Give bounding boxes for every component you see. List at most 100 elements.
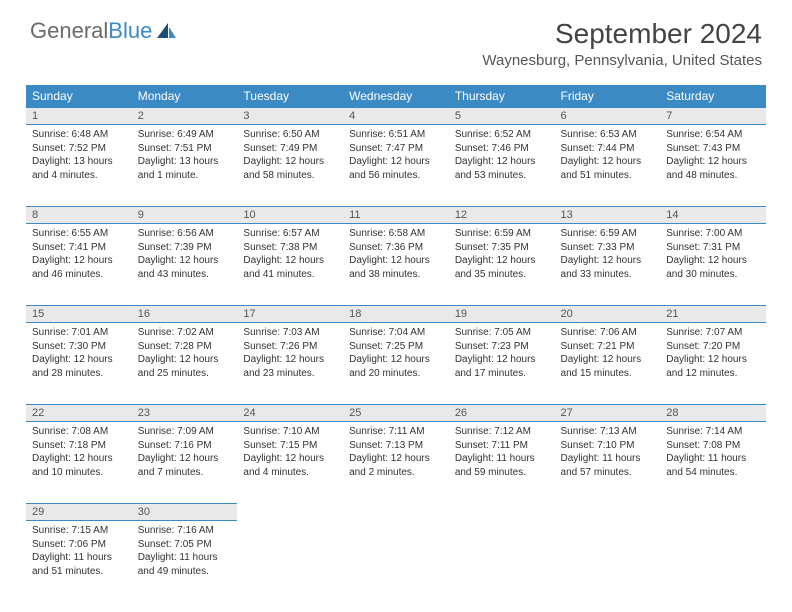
day-number-cell: 27 <box>555 405 661 422</box>
calendar-table: Sunday Monday Tuesday Wednesday Thursday… <box>26 85 766 603</box>
day-daylight: Daylight: 11 hours and 49 minutes. <box>138 551 232 578</box>
day-number-cell <box>237 504 343 521</box>
day-sunrise: Sunrise: 7:02 AM <box>138 326 232 340</box>
day-body-cell <box>237 521 343 603</box>
daynum-row: 1234567 <box>26 108 766 125</box>
day-sunset: Sunset: 7:13 PM <box>349 439 443 453</box>
day-sunrise: Sunrise: 6:59 AM <box>561 227 655 241</box>
day-sunset: Sunset: 7:49 PM <box>243 142 337 156</box>
day-number-cell: 22 <box>26 405 132 422</box>
day-sunset: Sunset: 7:10 PM <box>561 439 655 453</box>
day-body-cell: Sunrise: 7:05 AMSunset: 7:23 PMDaylight:… <box>449 323 555 405</box>
day-number-cell: 24 <box>237 405 343 422</box>
day-sunset: Sunset: 7:38 PM <box>243 241 337 255</box>
day-body-cell: Sunrise: 6:53 AMSunset: 7:44 PMDaylight:… <box>555 125 661 207</box>
day-sunset: Sunset: 7:20 PM <box>666 340 760 354</box>
day-number-cell: 26 <box>449 405 555 422</box>
day-sunset: Sunset: 7:47 PM <box>349 142 443 156</box>
day-sunrise: Sunrise: 7:05 AM <box>455 326 549 340</box>
day-sunset: Sunset: 7:36 PM <box>349 241 443 255</box>
day-number-cell: 7 <box>660 108 766 125</box>
day-daylight: Daylight: 13 hours and 4 minutes. <box>32 155 126 182</box>
day-sunrise: Sunrise: 6:55 AM <box>32 227 126 241</box>
day-daylight: Daylight: 12 hours and 33 minutes. <box>561 254 655 281</box>
day-body-cell: Sunrise: 6:55 AMSunset: 7:41 PMDaylight:… <box>26 224 132 306</box>
day-number-cell: 30 <box>132 504 238 521</box>
week-row: Sunrise: 7:01 AMSunset: 7:30 PMDaylight:… <box>26 323 766 405</box>
day-daylight: Daylight: 12 hours and 53 minutes. <box>455 155 549 182</box>
day-body-cell: Sunrise: 7:04 AMSunset: 7:25 PMDaylight:… <box>343 323 449 405</box>
day-sunrise: Sunrise: 6:52 AM <box>455 128 549 142</box>
day-sunset: Sunset: 7:25 PM <box>349 340 443 354</box>
day-sunrise: Sunrise: 7:09 AM <box>138 425 232 439</box>
day-daylight: Daylight: 12 hours and 20 minutes. <box>349 353 443 380</box>
day-daylight: Daylight: 12 hours and 12 minutes. <box>666 353 760 380</box>
day-daylight: Daylight: 12 hours and 48 minutes. <box>666 155 760 182</box>
day-sunset: Sunset: 7:15 PM <box>243 439 337 453</box>
day-body-cell: Sunrise: 6:52 AMSunset: 7:46 PMDaylight:… <box>449 125 555 207</box>
day-daylight: Daylight: 12 hours and 17 minutes. <box>455 353 549 380</box>
day-sunset: Sunset: 7:41 PM <box>32 241 126 255</box>
day-body-cell: Sunrise: 7:13 AMSunset: 7:10 PMDaylight:… <box>555 422 661 504</box>
day-body-cell: Sunrise: 6:56 AMSunset: 7:39 PMDaylight:… <box>132 224 238 306</box>
day-number-cell: 3 <box>237 108 343 125</box>
day-body-cell: Sunrise: 7:08 AMSunset: 7:18 PMDaylight:… <box>26 422 132 504</box>
day-body-cell <box>660 521 766 603</box>
sail-icon <box>156 22 178 40</box>
day-daylight: Daylight: 11 hours and 59 minutes. <box>455 452 549 479</box>
day-body-cell: Sunrise: 6:49 AMSunset: 7:51 PMDaylight:… <box>132 125 238 207</box>
week-row: Sunrise: 7:08 AMSunset: 7:18 PMDaylight:… <box>26 422 766 504</box>
day-sunset: Sunset: 7:30 PM <box>32 340 126 354</box>
daynum-row: 22232425262728 <box>26 405 766 422</box>
day-sunset: Sunset: 7:51 PM <box>138 142 232 156</box>
day-number-cell: 1 <box>26 108 132 125</box>
day-sunrise: Sunrise: 6:54 AM <box>666 128 760 142</box>
weekday-header: Tuesday <box>237 85 343 108</box>
day-body-cell: Sunrise: 6:54 AMSunset: 7:43 PMDaylight:… <box>660 125 766 207</box>
day-daylight: Daylight: 12 hours and 28 minutes. <box>32 353 126 380</box>
day-daylight: Daylight: 12 hours and 41 minutes. <box>243 254 337 281</box>
day-number-cell: 21 <box>660 306 766 323</box>
day-sunset: Sunset: 7:08 PM <box>666 439 760 453</box>
day-sunrise: Sunrise: 6:59 AM <box>455 227 549 241</box>
day-daylight: Daylight: 12 hours and 15 minutes. <box>561 353 655 380</box>
day-sunrise: Sunrise: 7:13 AM <box>561 425 655 439</box>
day-number-cell: 19 <box>449 306 555 323</box>
day-body-cell: Sunrise: 6:51 AMSunset: 7:47 PMDaylight:… <box>343 125 449 207</box>
day-number-cell: 2 <box>132 108 238 125</box>
day-daylight: Daylight: 11 hours and 51 minutes. <box>32 551 126 578</box>
day-sunrise: Sunrise: 6:53 AM <box>561 128 655 142</box>
weekday-header-row: Sunday Monday Tuesday Wednesday Thursday… <box>26 85 766 108</box>
day-number-cell: 5 <box>449 108 555 125</box>
page-header: GeneralBlue September 2024 Waynesburg, P… <box>0 0 792 77</box>
day-body-cell: Sunrise: 7:01 AMSunset: 7:30 PMDaylight:… <box>26 323 132 405</box>
day-body-cell: Sunrise: 6:58 AMSunset: 7:36 PMDaylight:… <box>343 224 449 306</box>
day-daylight: Daylight: 12 hours and 35 minutes. <box>455 254 549 281</box>
brand-part2: Blue <box>108 18 152 44</box>
day-sunrise: Sunrise: 7:11 AM <box>349 425 443 439</box>
day-sunset: Sunset: 7:11 PM <box>455 439 549 453</box>
day-sunset: Sunset: 7:23 PM <box>455 340 549 354</box>
day-sunset: Sunset: 7:16 PM <box>138 439 232 453</box>
day-body-cell <box>343 521 449 603</box>
day-sunset: Sunset: 7:52 PM <box>32 142 126 156</box>
week-row: Sunrise: 6:55 AMSunset: 7:41 PM Daylight:… <box>26 224 766 306</box>
day-daylight: Daylight: 12 hours and 56 minutes. <box>349 155 443 182</box>
day-number-cell: 29 <box>26 504 132 521</box>
day-body-cell: Sunrise: 6:57 AMSunset: 7:38 PMDaylight:… <box>237 224 343 306</box>
day-number-cell: 25 <box>343 405 449 422</box>
day-number-cell: 23 <box>132 405 238 422</box>
day-daylight: Daylight: 12 hours and 25 minutes. <box>138 353 232 380</box>
day-sunset: Sunset: 7:06 PM <box>32 538 126 552</box>
day-sunrise: Sunrise: 7:14 AM <box>666 425 760 439</box>
day-daylight: Daylight: 12 hours and 23 minutes. <box>243 353 337 380</box>
month-title: September 2024 <box>482 18 762 50</box>
day-body-cell: Sunrise: 7:09 AMSunset: 7:16 PMDaylight:… <box>132 422 238 504</box>
title-block: September 2024 Waynesburg, Pennsylvania,… <box>482 18 762 69</box>
day-sunrise: Sunrise: 6:49 AM <box>138 128 232 142</box>
day-sunset: Sunset: 7:44 PM <box>561 142 655 156</box>
brand-logo: GeneralBlue <box>30 18 178 44</box>
day-sunset: Sunset: 7:35 PM <box>455 241 549 255</box>
day-body-cell: Sunrise: 6:48 AMSunset: 7:52 PMDaylight:… <box>26 125 132 207</box>
day-body-cell: Sunrise: 6:50 AMSunset: 7:49 PMDaylight:… <box>237 125 343 207</box>
